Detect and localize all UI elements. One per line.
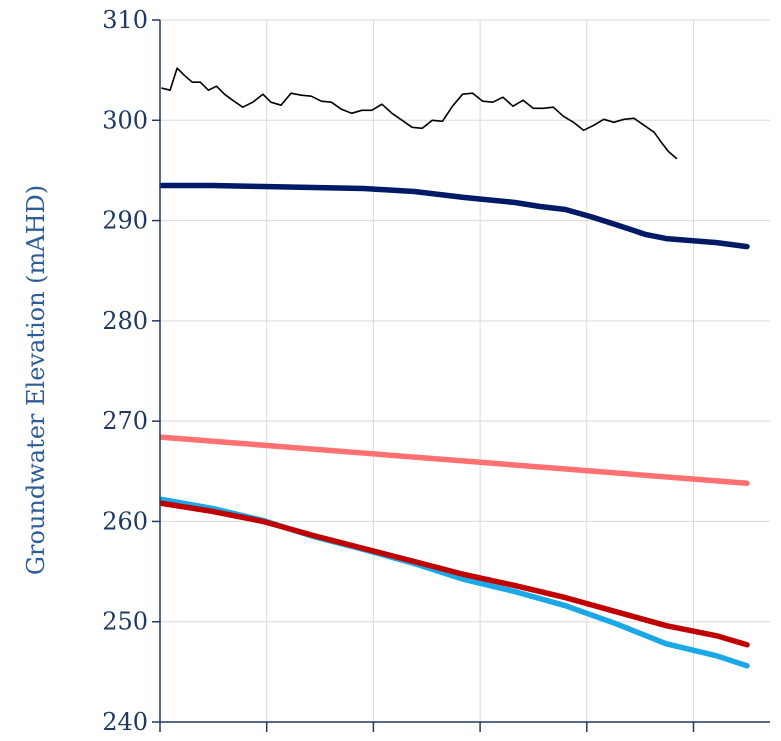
y-tick-label: 240	[102, 708, 148, 736]
series-line-2	[159, 182, 750, 250]
axes	[152, 19, 770, 732]
y-tick-label: 310	[102, 6, 148, 34]
series-line-1	[161, 67, 678, 160]
y-tick-labels: 240 250 260 270 280 290 300 310	[102, 6, 148, 736]
series-line-5	[159, 500, 750, 648]
gridlines	[160, 19, 770, 722]
series-line-4	[159, 496, 750, 669]
series-line-3	[159, 434, 750, 487]
y-axis-title: Groundwater Elevation (mAHD)	[22, 185, 50, 575]
y-tick-label: 290	[102, 207, 148, 235]
y-tick-label: 270	[102, 407, 148, 435]
y-tick-label: 280	[102, 307, 148, 335]
y-tick-label: 250	[102, 608, 148, 636]
y-tick-label: 260	[102, 507, 148, 535]
y-tick-label: 300	[102, 106, 148, 134]
series-lines	[159, 67, 750, 669]
